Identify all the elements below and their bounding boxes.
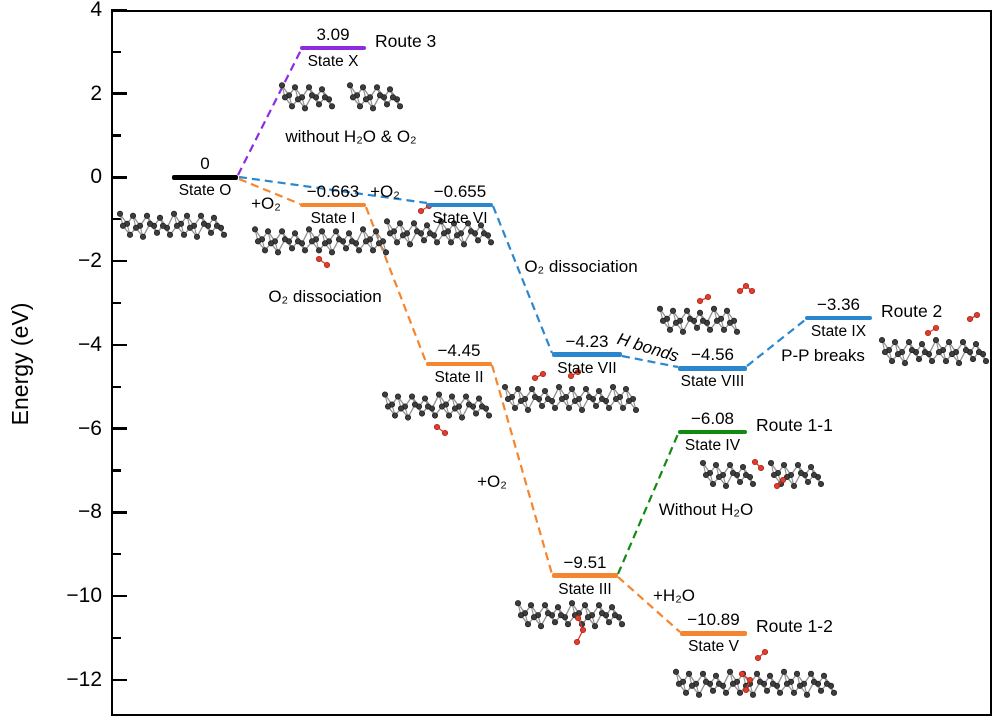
transition-label-9: +H₂O	[652, 585, 696, 605]
transition-line-1	[238, 177, 301, 206]
level-line-state-iii	[552, 573, 618, 578]
y-tick-label: −8	[78, 500, 102, 524]
level-name-state-ix: State IX	[810, 323, 867, 341]
transition-line-6	[621, 354, 679, 369]
y-minor-tick	[111, 553, 121, 556]
level-line-state-ix	[805, 315, 872, 321]
level-line-state-ii	[426, 361, 492, 366]
level-value-state-v: −10.89	[687, 610, 740, 630]
transition-line-2	[238, 175, 428, 205]
transition-line-9	[617, 576, 681, 633]
level-line-state-vii	[552, 352, 622, 357]
y-tick-label: −12	[66, 667, 102, 691]
level-value-state-viii: −4.56	[690, 345, 734, 365]
molecule-state-i	[251, 226, 390, 269]
y-minor-tick	[111, 469, 121, 472]
y-major-tick	[111, 8, 127, 12]
level-value-state-iii: −9.51	[563, 552, 607, 572]
level-value-state-iv: −6.08	[690, 408, 734, 428]
molecule-state-viii	[656, 282, 756, 335]
y-minor-tick	[111, 636, 121, 640]
y-minor-tick	[111, 134, 121, 137]
transition-label-8: Without H₂O	[658, 499, 754, 519]
level-name-state-iii: State III	[558, 580, 612, 598]
route-label-route-1-1: Route 1-1	[756, 414, 833, 435]
level-name-state-iv: State IV	[684, 436, 741, 454]
level-line-state-vi	[427, 202, 493, 207]
level-name-state-o: State O	[178, 182, 232, 200]
level-line-state-o	[172, 175, 238, 180]
level-name-state-vii: State VII	[557, 359, 617, 377]
y-tick-label: 0	[90, 165, 102, 189]
transition-line-0	[237, 49, 302, 176]
molecule-state-iv	[699, 458, 825, 490]
transition-label-3: O₂ dissociation	[268, 286, 382, 306]
molecule-state-x	[278, 82, 404, 112]
route-label-route-3: Route 3	[375, 31, 437, 52]
transition-line-5	[490, 364, 554, 575]
y-major-tick	[111, 511, 127, 514]
level-name-state-v: State V	[688, 638, 739, 656]
level-name-state-viii: State VIII	[680, 373, 745, 391]
level-name-state-ii: State II	[434, 368, 484, 386]
molecule-state-vi	[383, 202, 495, 248]
y-major-tick	[111, 259, 127, 263]
plot-frame	[111, 10, 992, 716]
molecule-state-iii	[514, 600, 626, 646]
y-tick-label: 2	[90, 81, 102, 105]
level-value-state-ix: −3.36	[816, 295, 860, 315]
y-tick-label: −10	[66, 584, 102, 608]
molecule-state-v	[672, 648, 838, 698]
molecule-state-ix	[878, 311, 990, 367]
y-major-tick	[111, 176, 127, 179]
y-major-tick	[111, 678, 127, 682]
y-tick-label: −6	[78, 416, 102, 440]
y-minor-tick	[111, 301, 121, 305]
y-tick-label: −2	[78, 249, 102, 273]
level-line-state-v	[680, 631, 747, 636]
transition-label-0: without H₂O & O₂	[285, 126, 417, 146]
level-line-state-i	[300, 202, 366, 208]
level-line-state-viii	[678, 366, 747, 371]
y-tick-label: −4	[78, 332, 102, 356]
y-major-tick	[111, 594, 127, 598]
level-value-state-vii: −4.23	[565, 331, 609, 351]
level-line-state-iv	[678, 429, 747, 435]
route-label-route-1-2: Route 1-2	[756, 616, 833, 637]
transition-line-4	[491, 205, 554, 354]
level-value-state-x: 3.09	[316, 25, 350, 45]
level-name-state-i: State I	[310, 210, 356, 228]
y-major-tick	[111, 427, 127, 430]
molecule-state-ii	[381, 391, 493, 437]
y-major-tick	[111, 343, 127, 347]
y-minor-tick	[111, 50, 121, 53]
transition-label-4: O₂ dissociation	[524, 256, 638, 276]
transition-label-2: +O₂	[370, 181, 400, 201]
molecule-state-o	[116, 210, 228, 240]
level-value-state-vi: −0.655	[433, 181, 487, 201]
level-name-state-vi: State VI	[432, 209, 488, 227]
y-minor-tick	[111, 385, 121, 388]
y-major-tick	[111, 92, 127, 95]
y-minor-tick	[111, 218, 121, 221]
y-tick-label: 4	[90, 0, 102, 21]
route-label-route-2: Route 2	[881, 301, 943, 322]
level-value-state-i: −0.663	[306, 182, 360, 202]
level-line-state-x	[300, 45, 366, 51]
level-name-state-x: State X	[307, 53, 359, 71]
transition-label-7: P-P breaks	[781, 345, 865, 365]
level-value-state-ii: −4.45	[437, 340, 481, 360]
transition-label-1: +O₂	[251, 193, 281, 213]
molecule-state-vii	[501, 368, 640, 414]
level-value-state-o: 0	[200, 154, 210, 174]
transition-label-5: +O₂	[477, 471, 507, 491]
